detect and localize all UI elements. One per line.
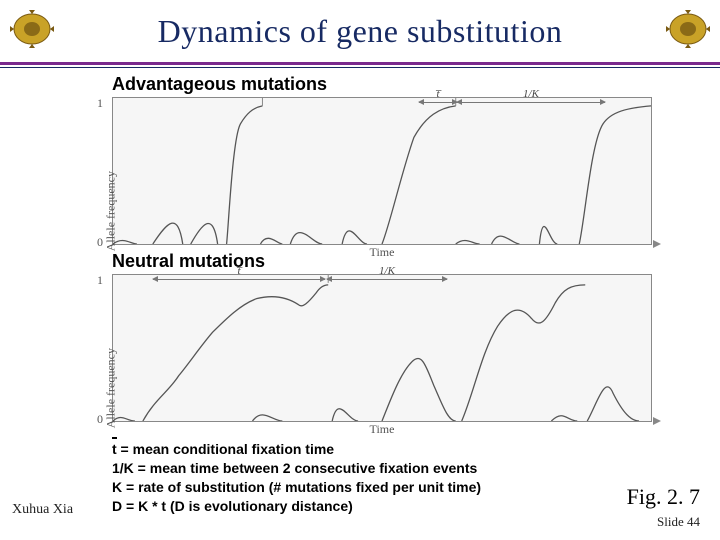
logo-left <box>10 10 54 48</box>
arrow-right-icon <box>600 99 606 105</box>
arrow-left-icon <box>456 99 462 105</box>
def-line-4: D = K * t (D is evolutionary distance) <box>112 497 690 516</box>
y-tick-0: 0 <box>97 412 103 427</box>
author-name: Xuhua Xia <box>12 502 73 518</box>
x-axis-label: Time <box>370 245 395 260</box>
y-tick-1: 1 <box>97 273 103 288</box>
annot-label-tbar: t̅ <box>237 265 240 277</box>
label-neutral: Neutral mutations <box>112 251 690 272</box>
chart-advantageous: Allele frequency Time 1 0 t̅ 1/K <box>112 97 652 245</box>
def-line-1: t = mean conditional fixation time <box>112 440 690 459</box>
def-line-2: 1/K = mean time between 2 consecutive fi… <box>112 459 690 478</box>
figure-reference: Fig. 2. 7 <box>627 484 700 510</box>
annot-span-1k: 1/K <box>327 279 447 280</box>
x-axis-arrow-icon <box>653 240 661 248</box>
x-axis-label: Time <box>370 422 395 437</box>
arrow-left-icon <box>418 99 424 105</box>
annot-label-1k: 1/K <box>523 88 539 100</box>
definitions-block: t = mean conditional fixation time 1/K =… <box>112 440 690 516</box>
x-axis-arrow-icon <box>653 417 661 425</box>
arrow-left-icon <box>152 276 158 282</box>
logo-right <box>666 10 710 48</box>
label-advantageous: Advantageous mutations <box>112 74 690 95</box>
annot-span-t: t̅ <box>153 279 325 280</box>
arrow-right-icon <box>442 276 448 282</box>
annot-span-t: t̅ <box>419 102 457 103</box>
def-line-3: K = rate of substitution (# mutations fi… <box>112 478 690 497</box>
y-tick-1: 1 <box>97 96 103 111</box>
slide-title: Dynamics of gene substitution <box>158 13 563 50</box>
slide-number: Slide 44 <box>657 514 700 530</box>
annot-label-tbar: t̅ <box>436 88 439 100</box>
y-tick-0: 0 <box>97 235 103 250</box>
annot-span-1k: 1/K <box>457 102 605 103</box>
arrow-left-icon <box>326 276 332 282</box>
annot-label-1k: 1/K <box>379 265 395 277</box>
header-rule-thick <box>0 62 720 65</box>
chart-neutral: Allele frequency Time 1 0 t̅ 1/K <box>112 274 652 422</box>
